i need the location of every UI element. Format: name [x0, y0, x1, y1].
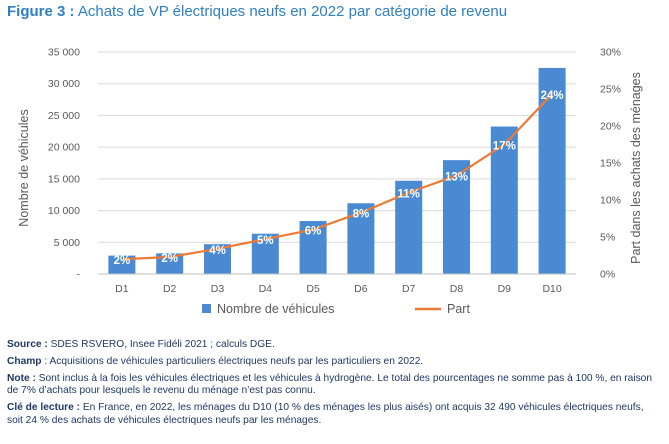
data-label: 11%	[398, 189, 420, 201]
data-label: 8%	[353, 209, 370, 221]
x-tick-label: D10	[542, 283, 561, 295]
note-label: Note :	[7, 373, 36, 384]
legend-line-label: Part	[447, 302, 470, 316]
data-label: 2%	[161, 253, 178, 265]
legend-bar-label: Nombre de véhicules	[217, 302, 334, 316]
champ-text: : Acquisitions de véhicules particuliers…	[41, 356, 424, 367]
x-tick-label: D1	[115, 283, 129, 295]
y2-axis-title: Part dans les achats des ménages	[629, 72, 643, 264]
note-text: Sont inclus à la fois les véhicules élec…	[7, 373, 653, 397]
data-label: 13%	[445, 172, 468, 184]
legend-bar-swatch	[202, 304, 211, 313]
y2-tick-label: 30%	[600, 47, 621, 59]
reading-key-text: En France, en 2022, les ménages du D10 (…	[7, 402, 644, 426]
y-tick-label: 10 000	[48, 205, 80, 217]
data-label: 5%	[257, 235, 274, 247]
y-axis-title: Nombre de véhicules	[17, 109, 31, 226]
figure-number: Figure 3 :	[7, 3, 75, 20]
x-tick-label: D9	[498, 283, 512, 295]
bar-series	[108, 67, 566, 275]
axes: - 5 000 10 000 15 000 20 000 25 000 30 000 35 0…	[17, 47, 643, 296]
figure-notes: Source : SDES RSVERO, Insee Fidéli 2021 …	[7, 339, 662, 432]
x-tick-label: D7	[402, 283, 416, 295]
source-text: SDES RSVERO, Insee Fidéli 2021 ; calculs…	[47, 339, 275, 350]
legend[interactable]: Nombre de véhicules Part	[202, 302, 470, 316]
bar	[156, 253, 184, 274]
x-tick-label: D3	[211, 283, 225, 295]
figure-title: Figure 3 : Achats de VP électriques neuf…	[7, 3, 507, 20]
x-tick-label: D2	[163, 283, 177, 295]
x-tick-label: D8	[450, 283, 464, 295]
figure-title-text: Achats de VP électriques neufs en 2022 p…	[77, 3, 508, 20]
y2-tick-label: 5%	[600, 232, 615, 244]
data-label: 24%	[541, 90, 564, 102]
data-labels: 2% 2% 4% 5% 6% 8% 11% 13% 17% 24%	[114, 90, 564, 267]
y-tick-label: 30 000	[48, 78, 80, 90]
y-tick-label: 15 000	[48, 173, 80, 185]
combo-chart: 2% 2% 4% 5% 6% 8% 11% 13% 17% 24% - 5 000 10 000 15 …	[17, 47, 643, 317]
x-tick-label: D5	[306, 283, 320, 295]
champ-label: Champ	[7, 356, 42, 367]
note-note: Note : Sont inclus à la fois les véhicul…	[7, 373, 662, 398]
reading-key-note: Clé de lecture : En France, en 2022, les…	[7, 402, 662, 427]
data-label: 6%	[305, 226, 322, 238]
source-label: Source :	[7, 339, 48, 350]
x-tick-label: D6	[354, 283, 368, 295]
x-tick-label: D4	[259, 283, 273, 295]
y2-tick-label: 15%	[600, 158, 621, 170]
y-tick-label: 5 000	[54, 237, 80, 249]
data-label: 2%	[114, 255, 131, 267]
y-tick-label: 35 000	[48, 47, 80, 59]
y2-tick-label: 0%	[600, 269, 615, 281]
line-part	[121, 93, 553, 261]
bar	[108, 255, 136, 274]
data-label: 4%	[209, 245, 226, 257]
line-series	[121, 93, 553, 261]
y-tick-label: 20 000	[48, 142, 80, 154]
champ-note: Champ : Acquisitions de véhicules partic…	[7, 356, 662, 368]
data-label: 17%	[493, 141, 516, 153]
y2-tick-label: 20%	[600, 121, 621, 133]
y2-tick-label: 25%	[600, 84, 621, 96]
y-tick-label: 25 000	[48, 110, 80, 122]
y-tick-label: -	[77, 269, 81, 281]
y2-tick-label: 10%	[600, 195, 621, 207]
source-note: Source : SDES RSVERO, Insee Fidéli 2021 …	[7, 339, 662, 351]
reading-key-label: Clé de lecture :	[7, 402, 81, 414]
